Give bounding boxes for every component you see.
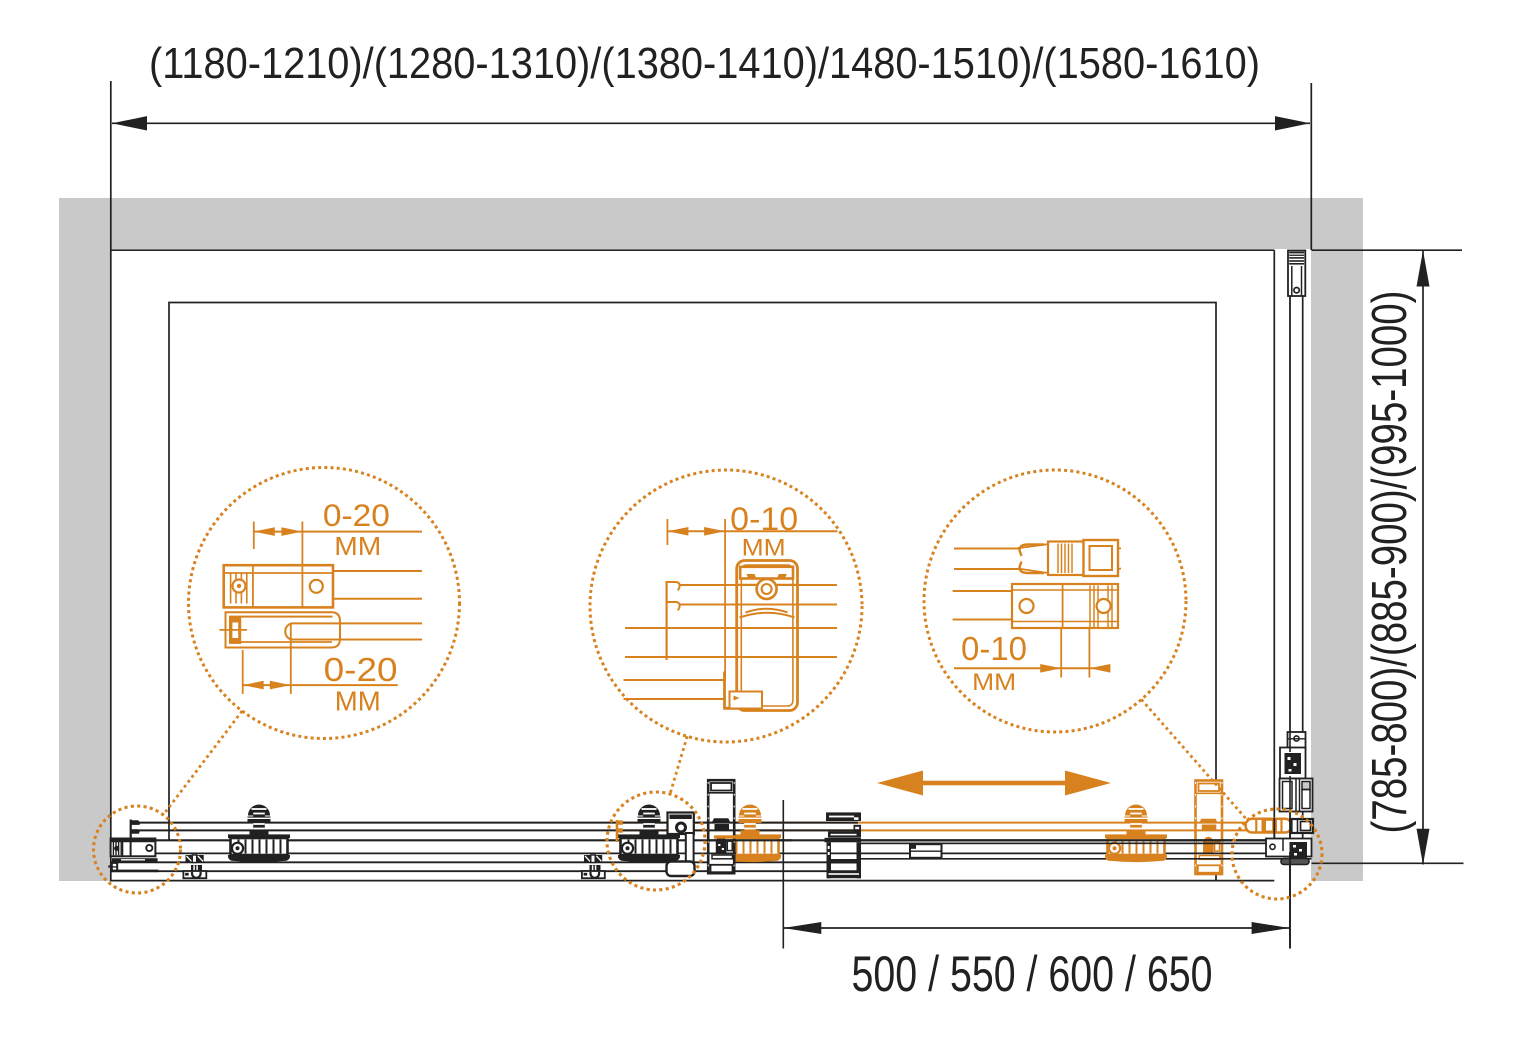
- svg-text:(785-800)/(885-900)/(995-1000): (785-800)/(885-900)/(995-1000): [1363, 291, 1417, 834]
- svg-text:ММ: ММ: [972, 669, 1016, 696]
- svg-text:ММ: ММ: [335, 686, 381, 717]
- svg-text:(1180-1210)/(1280-1310)/(1380-: (1180-1210)/(1280-1310)/(1380-1410)/1480…: [149, 40, 1260, 88]
- svg-text:500 / 550 / 600 / 650: 500 / 550 / 600 / 650: [852, 946, 1213, 1002]
- svg-text:0-10: 0-10: [961, 630, 1027, 667]
- svg-text:0-20: 0-20: [324, 651, 398, 688]
- svg-text:ММ: ММ: [334, 533, 381, 561]
- svg-text:0-10: 0-10: [730, 501, 798, 537]
- svg-text:0-20: 0-20: [323, 497, 390, 533]
- svg-text:ММ: ММ: [742, 534, 786, 561]
